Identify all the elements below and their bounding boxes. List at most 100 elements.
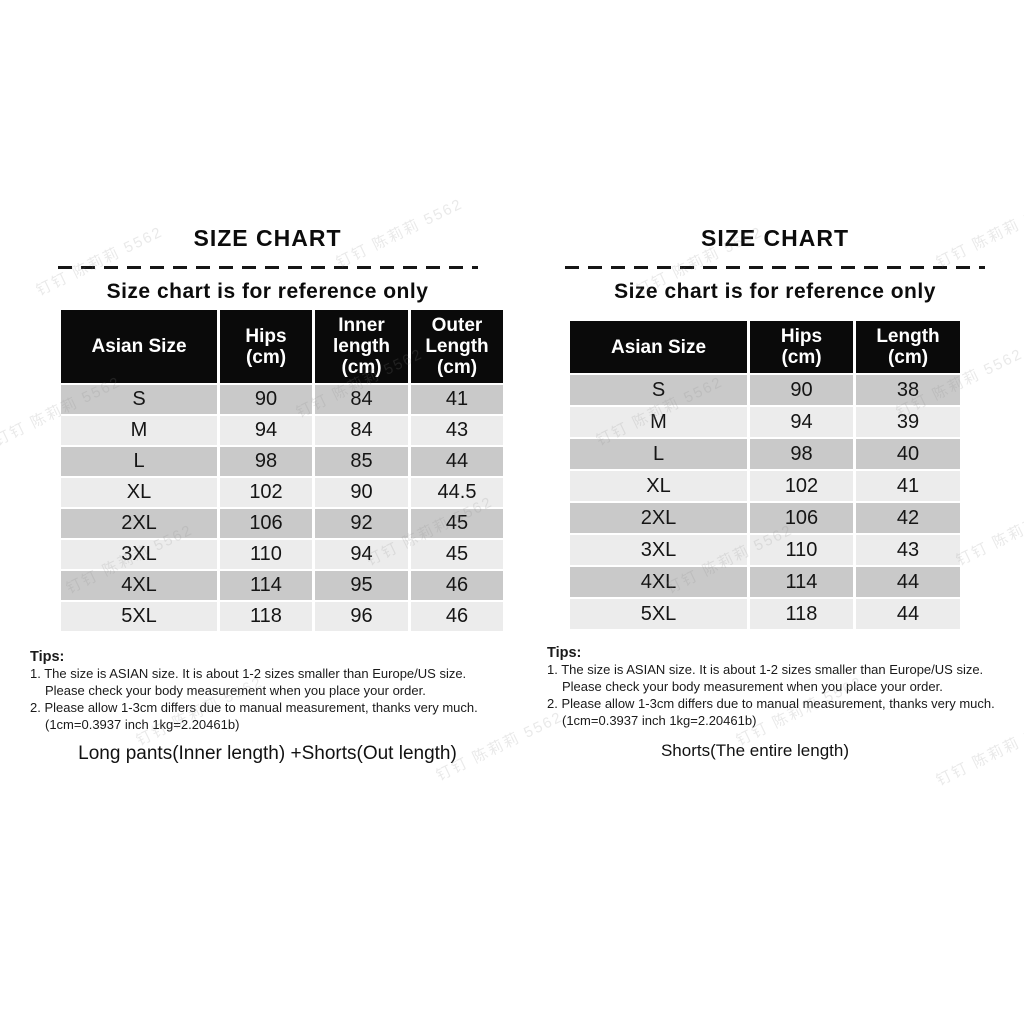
size-cell: L: [61, 445, 217, 476]
right-size-chart-panel: SIZE CHART Size chart is for reference o…: [545, 225, 1005, 761]
value-cell: 114: [217, 569, 312, 600]
value-cell: 41: [853, 469, 960, 501]
value-cell: 39: [853, 405, 960, 437]
value-cell: 44: [408, 445, 503, 476]
table-row: 5XL 118 44: [570, 597, 960, 629]
size-cell: 4XL: [570, 565, 747, 597]
table-row: 4XL 114 44: [570, 565, 960, 597]
size-cell: 3XL: [570, 533, 747, 565]
column-header: Outer Length (cm): [408, 310, 503, 383]
tips-label: Tips:: [547, 645, 582, 661]
value-cell: 92: [312, 507, 408, 538]
tip-line: 1. The size is ASIAN size. It is about 1…: [547, 662, 984, 677]
value-cell: 44: [853, 597, 960, 629]
table-row: 3XL 110 43: [570, 533, 960, 565]
value-cell: 41: [408, 383, 503, 414]
tips-label: Tips:: [30, 649, 65, 665]
value-cell: 106: [217, 507, 312, 538]
value-cell: 94: [312, 538, 408, 569]
size-cell: XL: [570, 469, 747, 501]
table-row: 5XL 118 96 46: [61, 600, 503, 631]
value-cell: 110: [217, 538, 312, 569]
value-cell: 38: [853, 373, 960, 405]
table-row: 2XL 106 42: [570, 501, 960, 533]
value-cell: 102: [217, 476, 312, 507]
table-row: L 98 40: [570, 437, 960, 469]
dashed-divider: [57, 266, 478, 269]
value-cell: 44.5: [408, 476, 503, 507]
garment-caption: Long pants(Inner length) +Shorts(Out len…: [78, 743, 457, 764]
tips-block: Tips: 1. The size is ASIAN size. It is a…: [30, 649, 505, 733]
value-cell: 40: [853, 437, 960, 469]
table-row: 2XL 106 92 45: [61, 507, 503, 538]
value-cell: 94: [217, 414, 312, 445]
column-header: Hips (cm): [747, 321, 853, 373]
value-cell: 114: [747, 565, 853, 597]
size-cell: XL: [61, 476, 217, 507]
table-row: L 98 85 44: [61, 445, 503, 476]
value-cell: 90: [217, 383, 312, 414]
value-cell: 85: [312, 445, 408, 476]
size-cell: M: [570, 405, 747, 437]
table-row: 3XL 110 94 45: [61, 538, 503, 569]
value-cell: 45: [408, 538, 503, 569]
value-cell: 46: [408, 600, 503, 631]
size-cell: S: [570, 373, 747, 405]
size-cell: 2XL: [570, 501, 747, 533]
column-header: Asian Size: [570, 321, 747, 373]
table-row: XL 102 90 44.5: [61, 476, 503, 507]
table-row: 4XL 114 95 46: [61, 569, 503, 600]
column-header: Hips (cm): [217, 310, 312, 383]
value-cell: 118: [747, 597, 853, 629]
value-cell: 42: [853, 501, 960, 533]
value-cell: 96: [312, 600, 408, 631]
value-cell: 106: [747, 501, 853, 533]
table-header-row: Asian Size Hips (cm) Inner length (cm) O…: [61, 310, 503, 383]
table-header-row: Asian Size Hips (cm) Length (cm): [570, 321, 960, 373]
table-row: S 90 38: [570, 373, 960, 405]
value-cell: 98: [747, 437, 853, 469]
table-row: XL 102 41: [570, 469, 960, 501]
table-row: S 90 84 41: [61, 383, 503, 414]
value-cell: 118: [217, 600, 312, 631]
left-size-chart-panel: SIZE CHART Size chart is for reference o…: [30, 225, 505, 765]
tip-line: 2. Please allow 1-3cm differs due to man…: [30, 700, 478, 715]
value-cell: 46: [408, 569, 503, 600]
page-title: SIZE CHART: [701, 225, 849, 251]
size-cell: 5XL: [570, 597, 747, 629]
value-cell: 43: [853, 533, 960, 565]
size-cell: S: [61, 383, 217, 414]
value-cell: 84: [312, 414, 408, 445]
tip-line: (1cm=0.3937 inch 1kg=2.20461b): [562, 713, 757, 728]
value-cell: 45: [408, 507, 503, 538]
value-cell: 95: [312, 569, 408, 600]
size-cell: 5XL: [61, 600, 217, 631]
size-cell: 3XL: [61, 538, 217, 569]
value-cell: 90: [312, 476, 408, 507]
size-table-pants: Asian Size Hips (cm) Inner length (cm) O…: [61, 310, 503, 631]
dashed-divider: [565, 266, 985, 269]
value-cell: 110: [747, 533, 853, 565]
reference-note: Size chart is for reference only: [106, 280, 429, 303]
value-cell: 44: [853, 565, 960, 597]
size-table-shorts: Asian Size Hips (cm) Length (cm) S 90 38…: [570, 321, 960, 629]
column-header: Length (cm): [853, 321, 960, 373]
column-header: Inner length (cm): [312, 310, 408, 383]
tip-line: Please check your body measurement when …: [562, 679, 943, 694]
tip-line: (1cm=0.3937 inch 1kg=2.20461b): [45, 717, 240, 732]
page-title: SIZE CHART: [193, 225, 342, 251]
size-cell: 4XL: [61, 569, 217, 600]
tip-line: 1. The size is ASIAN size. It is about 1…: [30, 666, 467, 681]
tips-block: Tips: 1. The size is ASIAN size. It is a…: [547, 645, 1005, 729]
reference-note: Size chart is for reference only: [614, 280, 936, 303]
size-cell: M: [61, 414, 217, 445]
table-row: M 94 39: [570, 405, 960, 437]
value-cell: 43: [408, 414, 503, 445]
tip-line: 2. Please allow 1-3cm differs due to man…: [547, 696, 995, 711]
garment-caption: Shorts(The entire length): [660, 741, 850, 760]
column-header: Asian Size: [61, 310, 217, 383]
value-cell: 84: [312, 383, 408, 414]
tip-line: Please check your body measurement when …: [45, 683, 426, 698]
size-cell: L: [570, 437, 747, 469]
